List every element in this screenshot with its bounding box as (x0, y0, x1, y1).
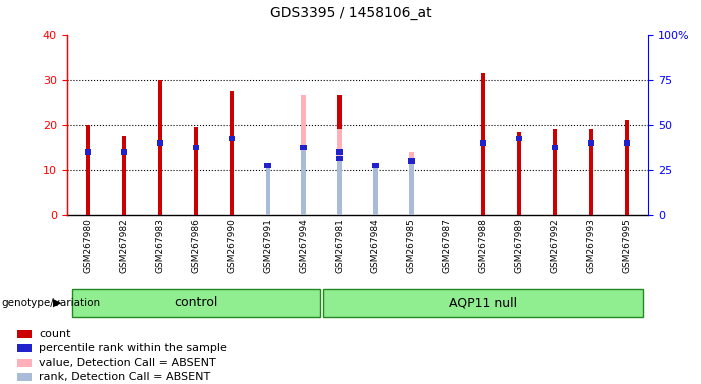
Bar (372, 163, 379, 168)
Bar (625, 120, 629, 215)
Text: GSM267991: GSM267991 (263, 218, 272, 273)
Bar (85, 149, 91, 155)
Bar (374, 172, 378, 215)
Text: GSM267980: GSM267980 (83, 218, 93, 273)
Bar (516, 136, 522, 141)
Bar (18, 373, 32, 381)
Bar (230, 91, 234, 215)
Text: GSM267981: GSM267981 (335, 218, 344, 273)
Text: count: count (39, 329, 70, 339)
Text: GSM267994: GSM267994 (299, 218, 308, 273)
Bar (337, 129, 341, 215)
Text: GDS3395 / 1458106_at: GDS3395 / 1458106_at (270, 6, 431, 20)
Bar (553, 129, 557, 215)
Bar (480, 140, 486, 146)
Bar (408, 158, 414, 164)
Text: rank, Detection Call = ABSENT: rank, Detection Call = ABSENT (39, 372, 210, 382)
Bar (18, 344, 32, 353)
Bar (266, 166, 270, 215)
Bar (86, 125, 90, 215)
Bar (18, 330, 32, 338)
Bar (264, 163, 271, 168)
Bar (122, 136, 126, 215)
Bar (481, 73, 485, 215)
Text: GSM267987: GSM267987 (443, 218, 452, 273)
Bar (121, 149, 128, 155)
Bar (301, 145, 307, 150)
Bar (193, 127, 198, 215)
Bar (337, 159, 341, 215)
Bar (323, 290, 643, 317)
Text: GSM267995: GSM267995 (622, 218, 632, 273)
Bar (552, 145, 558, 150)
Text: genotype/variation: genotype/variation (1, 298, 100, 308)
Bar (72, 290, 320, 317)
Text: GSM267989: GSM267989 (515, 218, 524, 273)
Text: AQP11 null: AQP11 null (449, 296, 517, 310)
Bar (193, 145, 199, 150)
Text: GSM267988: GSM267988 (479, 218, 488, 273)
Bar (229, 136, 235, 141)
Text: value, Detection Call = ABSENT: value, Detection Call = ABSENT (39, 358, 216, 368)
Text: GSM267982: GSM267982 (120, 218, 128, 273)
Text: GSM267992: GSM267992 (550, 218, 559, 273)
Bar (301, 96, 306, 215)
Text: GSM267983: GSM267983 (156, 218, 165, 273)
Bar (409, 152, 414, 215)
Bar (337, 96, 341, 215)
Text: GSM267986: GSM267986 (191, 218, 200, 273)
Bar (336, 156, 343, 161)
Bar (624, 140, 630, 146)
Bar (157, 140, 163, 146)
Bar (18, 359, 32, 367)
Text: GSM267990: GSM267990 (227, 218, 236, 273)
Bar (301, 147, 306, 215)
Text: GSM267993: GSM267993 (587, 218, 595, 273)
Bar (517, 132, 522, 215)
Text: percentile rank within the sample: percentile rank within the sample (39, 343, 227, 353)
Bar (266, 174, 270, 215)
Bar (587, 140, 594, 146)
Bar (409, 161, 414, 215)
Bar (589, 129, 593, 215)
Bar (336, 149, 343, 155)
Bar (158, 80, 162, 215)
Bar (374, 166, 378, 215)
Text: ▶: ▶ (53, 298, 62, 308)
Text: GSM267985: GSM267985 (407, 218, 416, 273)
Text: control: control (175, 296, 217, 310)
Text: GSM267984: GSM267984 (371, 218, 380, 273)
